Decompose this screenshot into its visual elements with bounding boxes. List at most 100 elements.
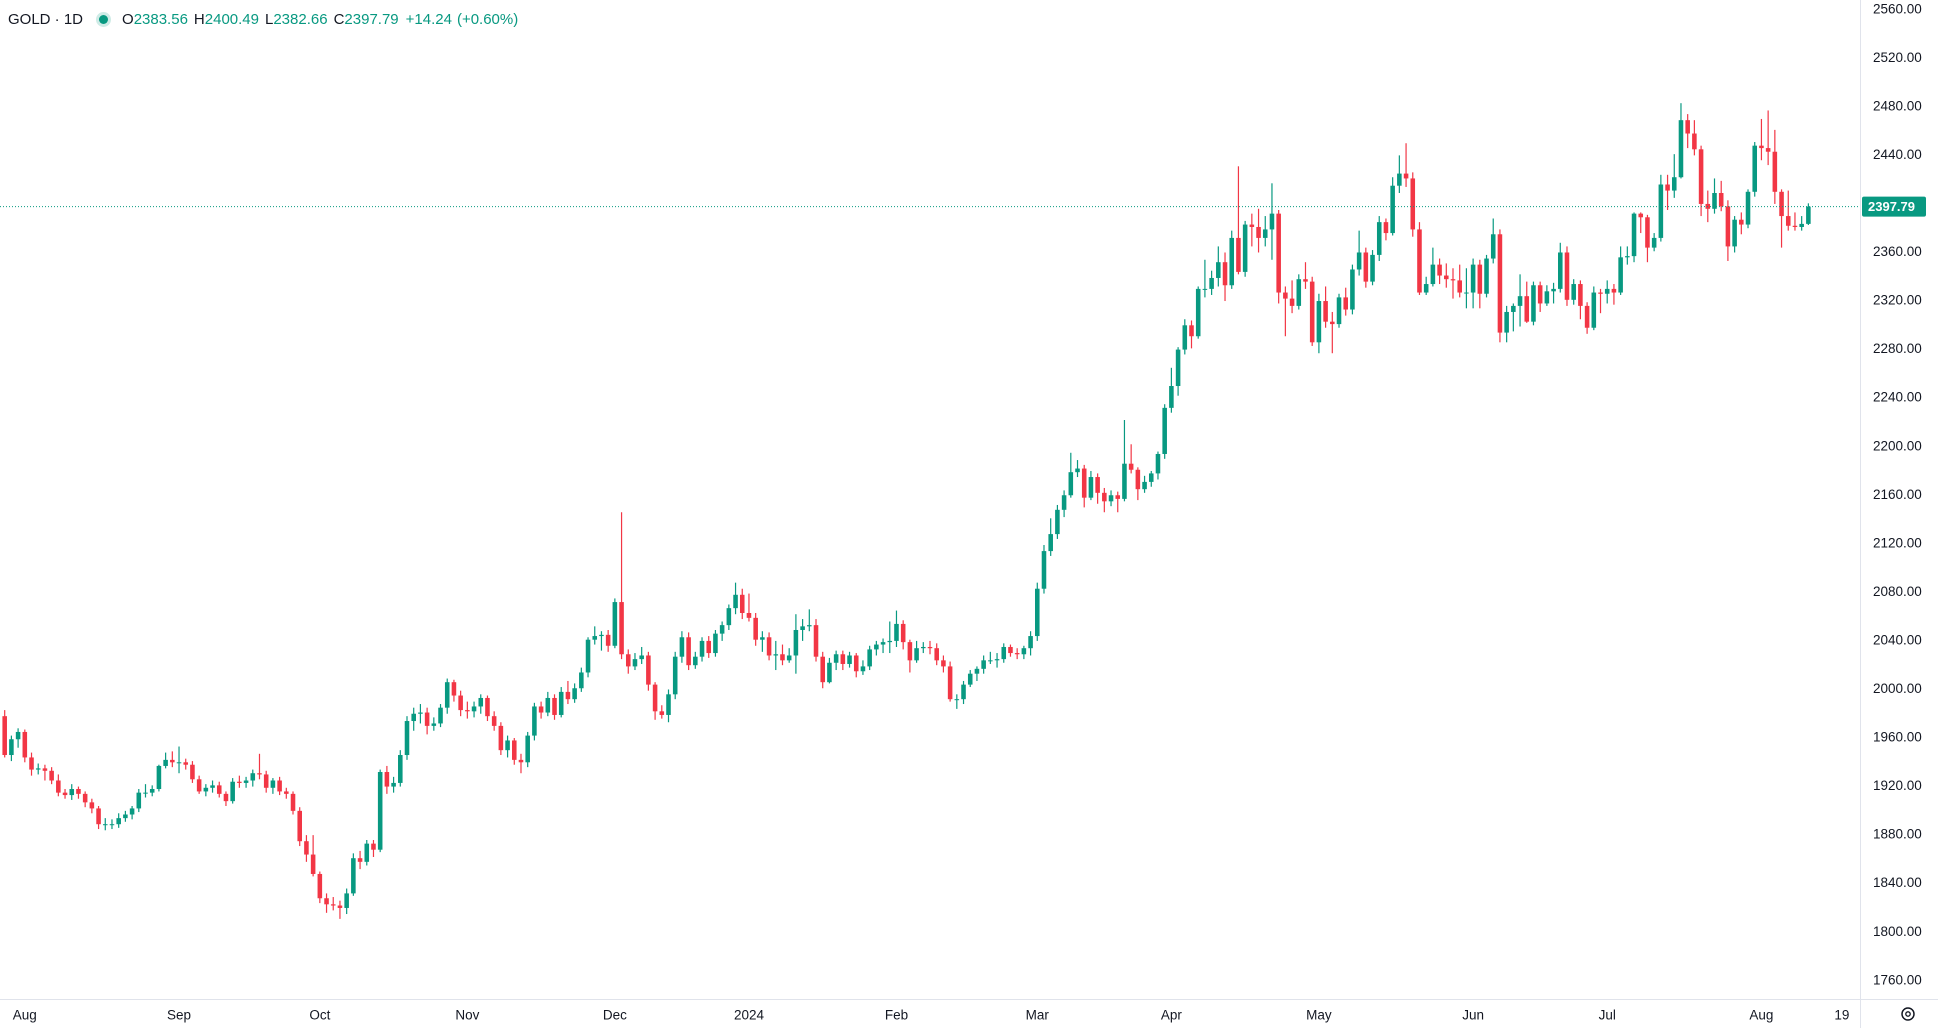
candle-body: [1222, 262, 1228, 286]
candle-body: [1262, 229, 1268, 238]
settings-gear-hub[interactable]: [1905, 1011, 1911, 1017]
candle-body: [880, 642, 886, 645]
candle-body: [56, 780, 61, 793]
candle-body: [304, 841, 309, 855]
candle-body: [62, 792, 68, 796]
candle-body: [1745, 191, 1751, 225]
candle-body: [914, 648, 919, 661]
candle-body: [230, 781, 235, 802]
candle-body: [840, 654, 846, 664]
candle-body: [820, 656, 825, 683]
candle-body: [1564, 252, 1570, 300]
candle-body: [974, 668, 980, 674]
x-tick-label: Jun: [1462, 1008, 1484, 1023]
candle-body: [693, 656, 698, 666]
candle-body: [1739, 219, 1744, 225]
candle-body: [411, 713, 416, 722]
ohlc-label: L: [265, 11, 274, 28]
candle-body: [894, 623, 899, 641]
candle-body: [1135, 469, 1141, 490]
candle-body: [907, 642, 913, 661]
settings-icon[interactable]: [1901, 1007, 1915, 1021]
candle-body: [1712, 193, 1717, 209]
candle-body: [129, 808, 135, 815]
candle-body: [1484, 258, 1489, 294]
candle-body: [1102, 492, 1107, 502]
candle-body: [1035, 588, 1040, 637]
candle-body: [1732, 219, 1737, 247]
settings-gear[interactable]: [1901, 1007, 1915, 1021]
candle-body: [1061, 495, 1067, 510]
candle-body: [1195, 288, 1201, 337]
candle-body: [398, 755, 403, 783]
candle-body: [465, 710, 470, 712]
candle-body: [994, 659, 1000, 661]
y-tick-label: 2080.00: [1873, 584, 1922, 599]
candle-body: [1692, 133, 1697, 150]
candle-body: [1604, 288, 1610, 294]
candle-body: [1269, 213, 1275, 230]
candle-body: [96, 808, 101, 825]
candle-body: [1041, 551, 1047, 589]
candle-body: [1584, 305, 1590, 328]
candle-body: [1631, 213, 1637, 257]
candle-body: [1028, 636, 1033, 649]
candle-body: [1678, 120, 1684, 178]
candle-body: [1390, 185, 1395, 234]
candle-body: [123, 814, 128, 819]
candle-body: [176, 762, 182, 764]
ohlc-label: C: [333, 11, 345, 28]
legend-header: GOLD · 1D O 2383.56 H 2400.49 L 2382.66 C 23…: [8, 11, 518, 28]
candle-body: [672, 656, 678, 695]
candle-body: [1792, 225, 1798, 227]
candle-body: [1229, 237, 1235, 286]
candle-body: [29, 757, 34, 770]
candle-body: [1209, 277, 1214, 289]
candle-body: [270, 780, 276, 788]
candle-body: [351, 858, 356, 894]
x-tick-label: Sep: [167, 1008, 191, 1023]
candle-body: [713, 633, 718, 654]
candle-body: [438, 707, 443, 724]
candle-body: [954, 699, 960, 701]
candle-body: [733, 594, 738, 609]
candle-body: [686, 637, 691, 666]
candle-body: [1021, 648, 1027, 655]
candle-body: [1651, 237, 1657, 248]
candle-body: [431, 723, 437, 726]
ohlc-label: H: [193, 11, 205, 28]
candle-body: [237, 781, 242, 783]
candle-body: [1370, 254, 1375, 282]
candle-body: [1718, 193, 1724, 207]
candle-body: [1001, 646, 1007, 660]
change: +14.24: [405, 11, 452, 28]
candle-body: [297, 810, 302, 842]
candle-body: [1417, 229, 1422, 293]
candle-body: [404, 721, 410, 756]
candle-body: [813, 625, 819, 657]
symbol[interactable]: GOLD · 1D: [8, 11, 84, 28]
candle-body: [1068, 472, 1074, 496]
candle-body: [324, 898, 329, 905]
candle-body: [478, 697, 484, 707]
candle-body: [136, 792, 142, 809]
candle-body: [1618, 257, 1623, 293]
candle-body: [1497, 234, 1503, 333]
candle-body: [485, 697, 490, 717]
candle-body: [800, 626, 805, 630]
candle-body: [1081, 468, 1087, 498]
candle-body: [223, 793, 229, 802]
x-tick-label: 2024: [734, 1008, 765, 1023]
candle-body: [1175, 349, 1181, 387]
candle-body: [1303, 279, 1308, 282]
candle-body: [538, 706, 544, 713]
candle-body: [525, 735, 530, 763]
y-tick-label: 2120.00: [1873, 535, 1922, 550]
candle-body: [498, 725, 504, 751]
candle-body: [2, 716, 7, 756]
y-tick-label: 2320.00: [1873, 293, 1922, 308]
x-tick-label: Oct: [309, 1008, 330, 1023]
candle-body: [1537, 285, 1543, 304]
candle-body: [1316, 301, 1322, 343]
candle-body: [552, 697, 557, 715]
